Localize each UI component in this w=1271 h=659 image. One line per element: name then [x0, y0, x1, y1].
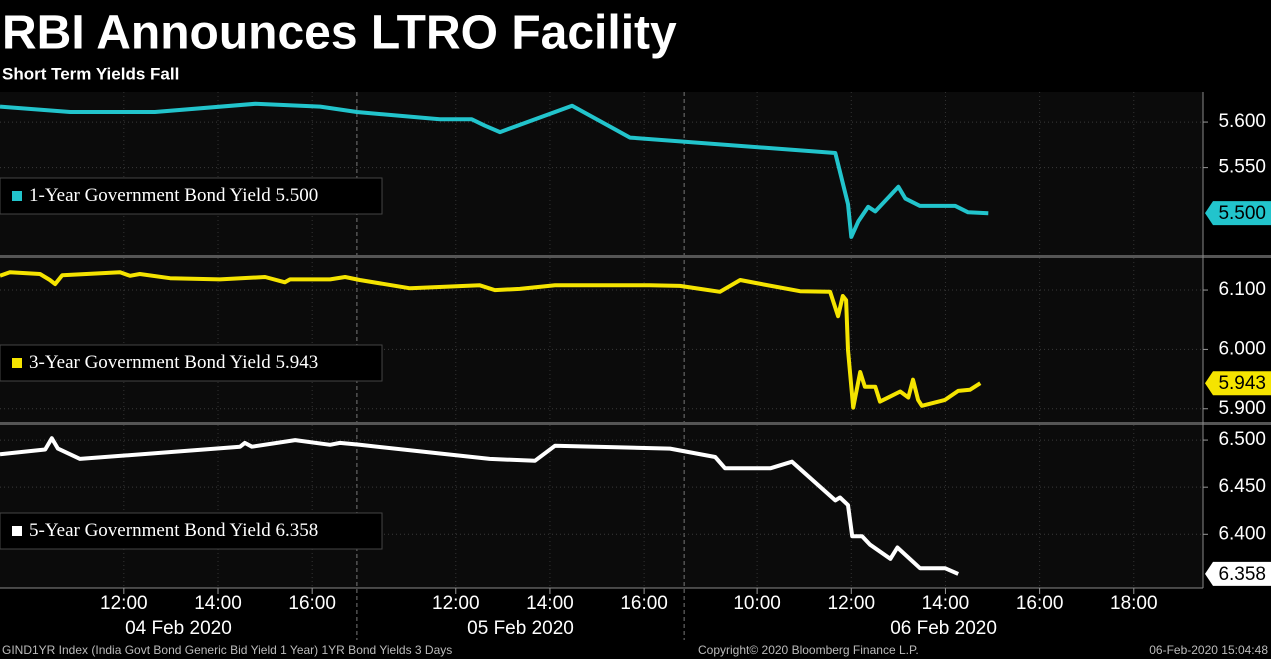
x-tick-label: 12:00: [828, 593, 876, 614]
panel-background: [0, 425, 1203, 588]
day-label: 05 Feb 2020: [467, 618, 574, 639]
y-tick-label: 6.500: [1218, 429, 1266, 450]
y-tick-label: 5.550: [1218, 157, 1266, 178]
chart-subtitle: Short Term Yields Fall: [2, 64, 179, 83]
legend-swatch: [12, 358, 22, 368]
y-tick-label: 6.000: [1218, 338, 1266, 359]
series-line: [0, 270, 982, 410]
x-tick-label: 14:00: [194, 593, 242, 614]
day-label: 04 Feb 2020: [125, 618, 232, 639]
y-tick-label: 5.600: [1218, 111, 1266, 132]
x-tick-label: 16:00: [1016, 593, 1064, 614]
x-tick-label: 12:00: [100, 593, 148, 614]
x-tick-label: 10:00: [733, 593, 781, 614]
footer-source: GIND1YR Index (India Govt Bond Generic B…: [2, 643, 452, 657]
footer-timestamp: 06-Feb-2020 15:04:48: [1149, 643, 1268, 657]
legend-value: 5.500: [275, 185, 318, 206]
legend-text: 5-Year Government Bond Yield 6.358: [29, 520, 318, 541]
legend-name: 5-Year Government Bond Yield: [29, 520, 271, 541]
x-tick-label: 16:00: [288, 593, 336, 614]
panel-background: [0, 258, 1203, 423]
day-label: 06 Feb 2020: [890, 618, 997, 639]
legend-value: 6.358: [275, 520, 318, 541]
x-tick-label: 12:00: [432, 593, 480, 614]
x-tick-label: 14:00: [922, 593, 970, 614]
legend-box: [0, 512, 383, 550]
last-value-label: 5.943: [1218, 373, 1266, 394]
last-value-label: 6.358: [1218, 564, 1266, 585]
panel-background: [0, 92, 1203, 256]
footer-copyright: Copyright© 2020 Bloomberg Finance L.P.: [698, 643, 919, 657]
chart-title: RBI Announces LTRO Facility: [2, 7, 677, 60]
series-line: [0, 101, 989, 239]
legend-text: 3-Year Government Bond Yield 5.943: [29, 352, 318, 373]
last-value-tag: [1205, 371, 1271, 396]
legend-text: 1-Year Government Bond Yield 5.500: [29, 185, 318, 206]
panel-separator: [0, 255, 1271, 258]
y-tick-label: 6.450: [1218, 476, 1266, 497]
legend-name: 1-Year Government Bond Yield: [29, 185, 271, 206]
legend-box: [0, 344, 383, 382]
y-tick-label: 5.900: [1218, 398, 1266, 419]
legend-box: [0, 177, 383, 215]
x-tick-label: 18:00: [1110, 593, 1158, 614]
legend-value: 5.943: [275, 352, 318, 373]
last-value-label: 5.500: [1218, 203, 1266, 224]
legend-name: 3-Year Government Bond Yield: [29, 352, 271, 373]
panel-separator: [0, 422, 1271, 425]
legend-swatch: [12, 526, 22, 536]
series-line: [0, 436, 959, 576]
x-tick-label: 16:00: [620, 593, 668, 614]
y-tick-label: 6.400: [1218, 523, 1266, 544]
legend-swatch: [12, 191, 22, 201]
last-value-tag: [1205, 561, 1271, 586]
last-value-tag: [1205, 201, 1271, 226]
y-tick-label: 6.100: [1218, 279, 1266, 300]
x-tick-label: 14:00: [526, 593, 574, 614]
